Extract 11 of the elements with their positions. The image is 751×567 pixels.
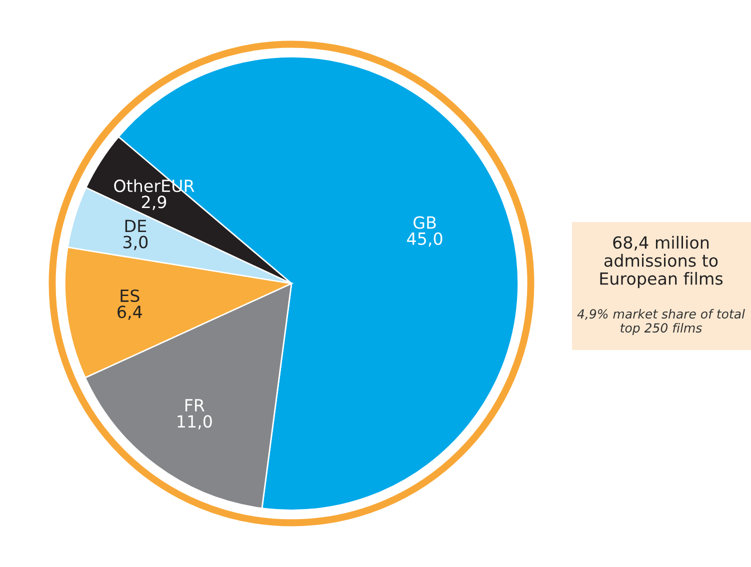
slice-label: DE <box>125 220 146 232</box>
slice-label: ES <box>120 289 140 302</box>
data-label: 3,0 <box>123 236 148 250</box>
data-label: 6,4 <box>118 306 142 320</box>
slice-label: FR <box>185 399 205 412</box>
data-label: 45,0 <box>407 232 442 247</box>
data-label: 11,0 <box>178 415 212 430</box>
data-label: 2,9 <box>142 196 166 210</box>
slice-label: GB <box>414 216 436 229</box>
text: 4,9% market share of total top 250 films <box>577 308 745 336</box>
text: 68,4 million admissions to European films <box>600 236 723 288</box>
